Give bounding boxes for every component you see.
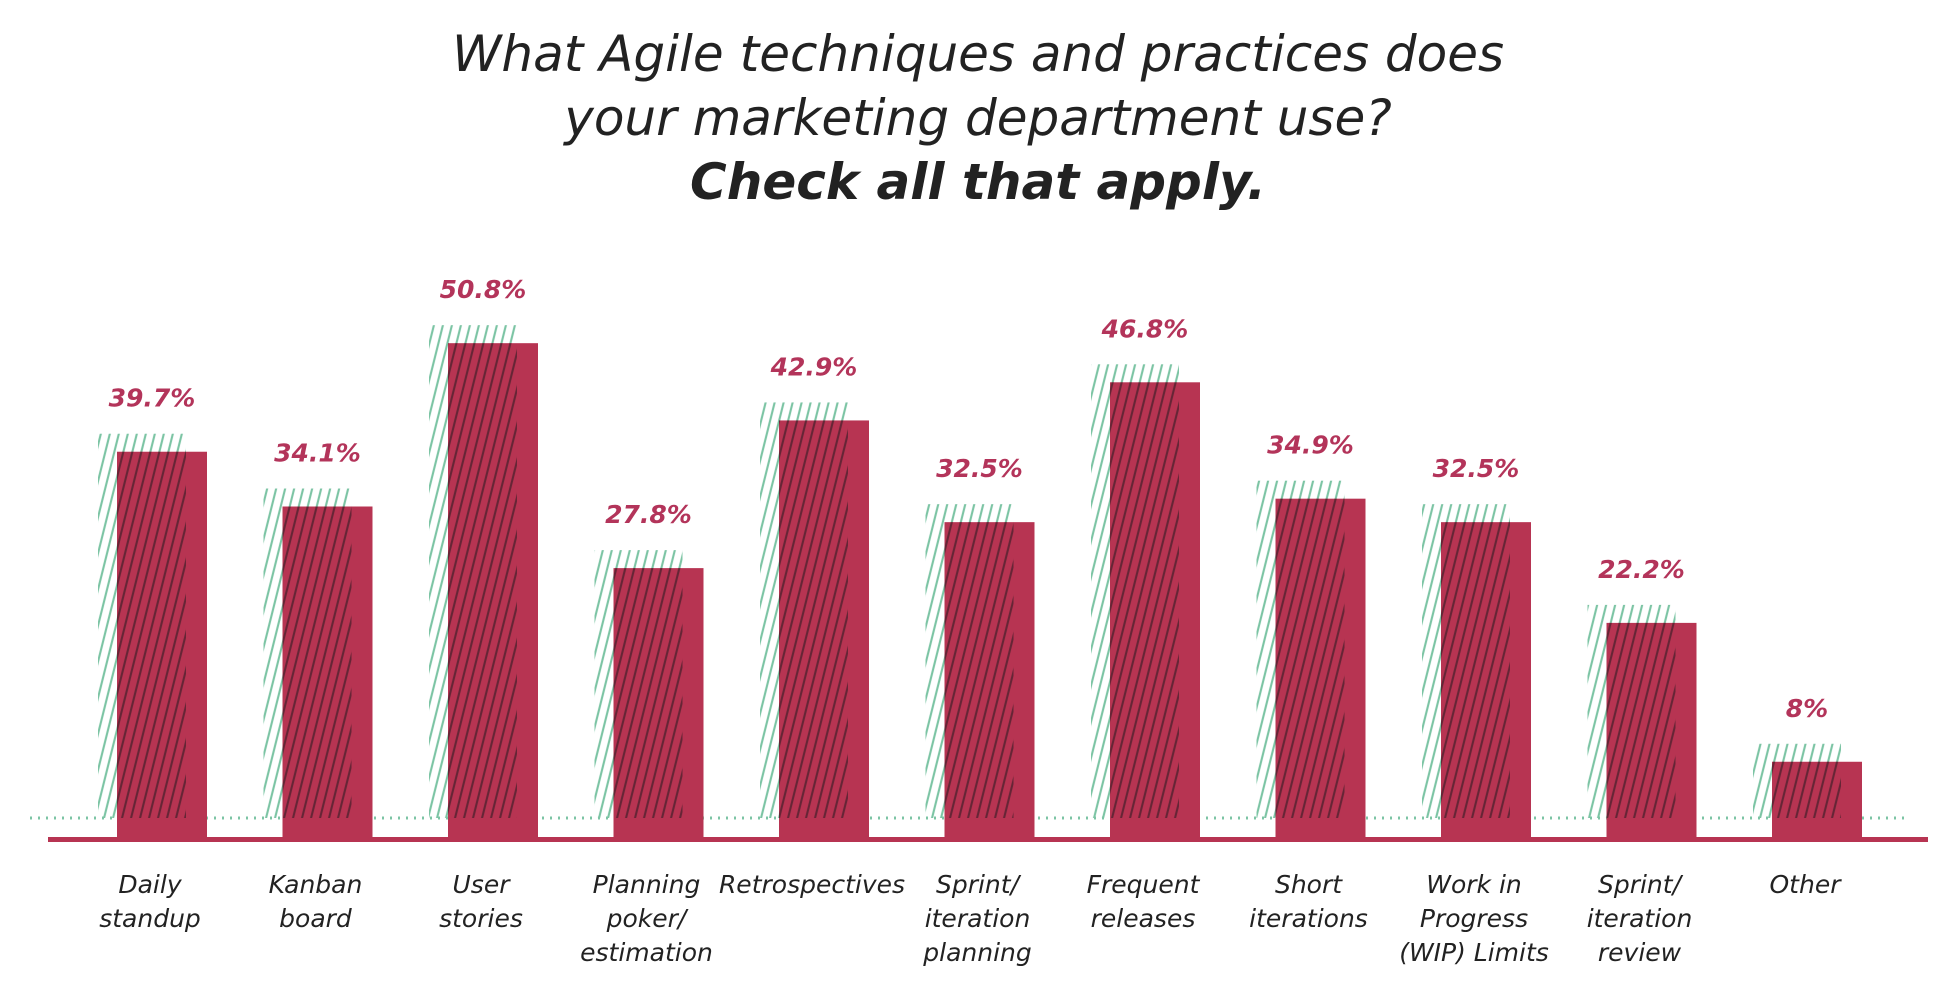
bar-hatch xyxy=(117,451,186,818)
category-label: Sprint/ xyxy=(1598,870,1684,899)
title-line-1: What Agile techniques and practices does xyxy=(451,25,1505,83)
category-label: Other xyxy=(1770,870,1843,899)
bar-hatch xyxy=(1606,622,1676,818)
bar-hatch xyxy=(613,568,683,818)
data-label: 42.9% xyxy=(770,352,858,381)
chart-subtitle: Check all that apply. xyxy=(690,153,1266,211)
bar-hatch xyxy=(1772,761,1841,818)
bar-hatch xyxy=(1275,498,1345,818)
title-line-2: your marketing department use? xyxy=(564,89,1392,147)
data-label: 8% xyxy=(1786,694,1828,723)
data-label: 34.9% xyxy=(1267,431,1354,460)
category-label: Retrospectives xyxy=(719,870,905,899)
category-label: releases xyxy=(1091,904,1196,933)
category-label: estimation xyxy=(580,938,713,967)
chart-title: What Agile techniques and practices does… xyxy=(0,22,1956,214)
category-label: stories xyxy=(439,904,523,933)
category-label: Daily xyxy=(118,870,182,899)
bar-hatch xyxy=(1441,522,1510,818)
data-label: 32.5% xyxy=(936,454,1023,483)
bar-hatch xyxy=(944,522,1014,818)
data-label: 27.8% xyxy=(605,500,692,529)
category-label: review xyxy=(1598,938,1682,967)
category-label: planning xyxy=(922,938,1031,967)
category-label: Work in xyxy=(1426,870,1522,899)
category-label: Progress xyxy=(1420,904,1528,933)
category-label: (WIP) Limits xyxy=(1399,938,1549,967)
category-label: standup xyxy=(99,904,201,933)
category-label: Frequent xyxy=(1087,870,1201,899)
data-label: 46.8% xyxy=(1101,314,1189,343)
data-label: 34.1% xyxy=(274,439,361,468)
category-label: iteration xyxy=(925,904,1031,933)
data-label: 22.2% xyxy=(1598,555,1685,584)
x-axis-line xyxy=(48,837,1928,842)
data-label: 39.7% xyxy=(109,384,196,413)
data-label: 32.5% xyxy=(1433,454,1520,483)
bar-hatch xyxy=(779,420,848,818)
category-label: iteration xyxy=(1587,904,1693,933)
bar-hatch xyxy=(1110,382,1179,818)
category-label: Kanban xyxy=(269,870,363,899)
bar-hatch xyxy=(282,506,352,818)
category-label: Short xyxy=(1275,870,1343,899)
data-label: 50.8% xyxy=(440,275,527,304)
bar-hatch xyxy=(448,343,517,818)
category-label: board xyxy=(279,904,352,933)
category-label: Sprint/ xyxy=(936,870,1022,899)
category-label: iterations xyxy=(1249,904,1368,933)
category-label: Planning xyxy=(593,870,701,899)
category-label: User xyxy=(453,870,512,899)
category-label: poker/ xyxy=(606,904,689,933)
